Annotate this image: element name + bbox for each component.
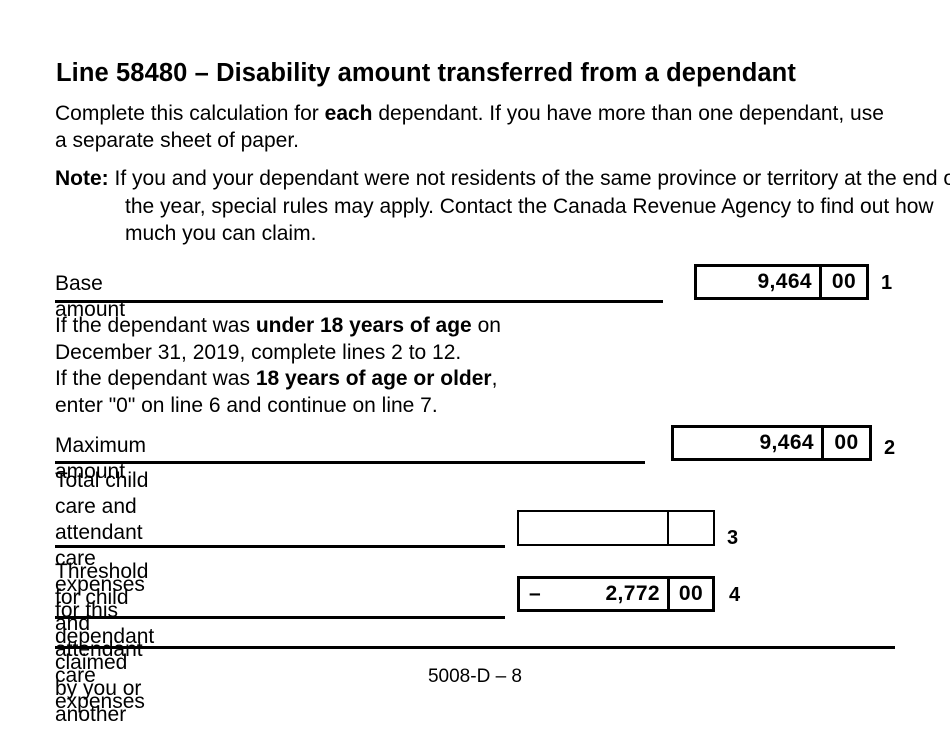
footer-divider — [55, 646, 895, 649]
calc-line-2-dollars[interactable]: 9,464 — [759, 431, 814, 454]
note-text: If you and your dependant were not resid… — [114, 167, 950, 245]
calc-line-4-leader — [55, 616, 505, 619]
calc-line-3-amount-box[interactable] — [517, 510, 715, 546]
page-title: Line 58480 – Disability amount transferr… — [56, 59, 796, 87]
note-block: Note: If you and your dependant were not… — [55, 165, 950, 248]
calc-line-4-number: 4 — [729, 584, 741, 606]
calc-line-4-minus-operator: – — [529, 582, 542, 605]
conditional-line4: enter "0" on line 6 and continue on line… — [55, 393, 438, 417]
conditional-line3-part1: If the dependant was — [55, 367, 256, 390]
intro-text-part1: Complete this calculation for — [55, 102, 325, 125]
conditional-line2: December 31, 2019, complete lines 2 to 1… — [55, 340, 462, 364]
intro-paragraph: Complete this calculation for each depen… — [55, 100, 900, 154]
conditional-line1-bold: under 18 years of age — [255, 314, 472, 337]
conditional-line1-part2: on — [471, 314, 501, 337]
calc-line-1-cents[interactable]: 00 — [819, 267, 866, 297]
calc-line-2-number: 2 — [884, 437, 896, 459]
calc-line-3-label: Total child care and attendant care expe… — [55, 469, 155, 733]
intro-emphasis: each — [324, 102, 373, 125]
conditional-line3-part2: , — [491, 367, 498, 390]
conditional-instructions: If the dependant was under 18 years of a… — [55, 313, 675, 419]
footer-page-id: 5008-D – 8 — [427, 666, 522, 687]
calc-line-1-number: 1 — [881, 272, 893, 294]
calc-line-3-dollars[interactable] — [519, 512, 667, 544]
calc-line-1-amount-box[interactable]: 9,464 00 — [694, 264, 869, 300]
calc-line-3-cents[interactable] — [667, 512, 713, 544]
conditional-line3-bold: 18 years of age or older — [255, 367, 492, 390]
calc-line-2-label: Maximum amount — [55, 434, 147, 483]
calc-line-2-amount-box[interactable]: 9,464 00 — [671, 425, 872, 461]
calc-line-3-number: 3 — [727, 527, 739, 549]
calc-line-4-cents[interactable]: 00 — [667, 579, 712, 609]
note-label: Note: — [55, 167, 109, 190]
calc-line-4-dollars[interactable]: 2,772 — [605, 582, 660, 605]
calc-line-1-dollars[interactable]: 9,464 — [757, 270, 812, 293]
calc-line-2-leader — [55, 461, 645, 464]
calc-line-1-label: Base amount — [55, 272, 126, 321]
calc-line-3-leader — [55, 545, 505, 548]
conditional-line1-part1: If the dependant was — [55, 314, 256, 337]
calc-line-2-cents[interactable]: 00 — [821, 428, 869, 458]
intro-text-part2: dependant. If you have more than one dep… — [55, 102, 884, 152]
calc-line-4-label: Threshold for child and attendant care e… — [55, 560, 149, 713]
calc-line-4-dollars-cell[interactable]: – 2,772 — [520, 579, 667, 609]
calc-line-4-amount-box[interactable]: – 2,772 00 — [517, 576, 715, 612]
calc-line-1-leader — [55, 300, 663, 303]
